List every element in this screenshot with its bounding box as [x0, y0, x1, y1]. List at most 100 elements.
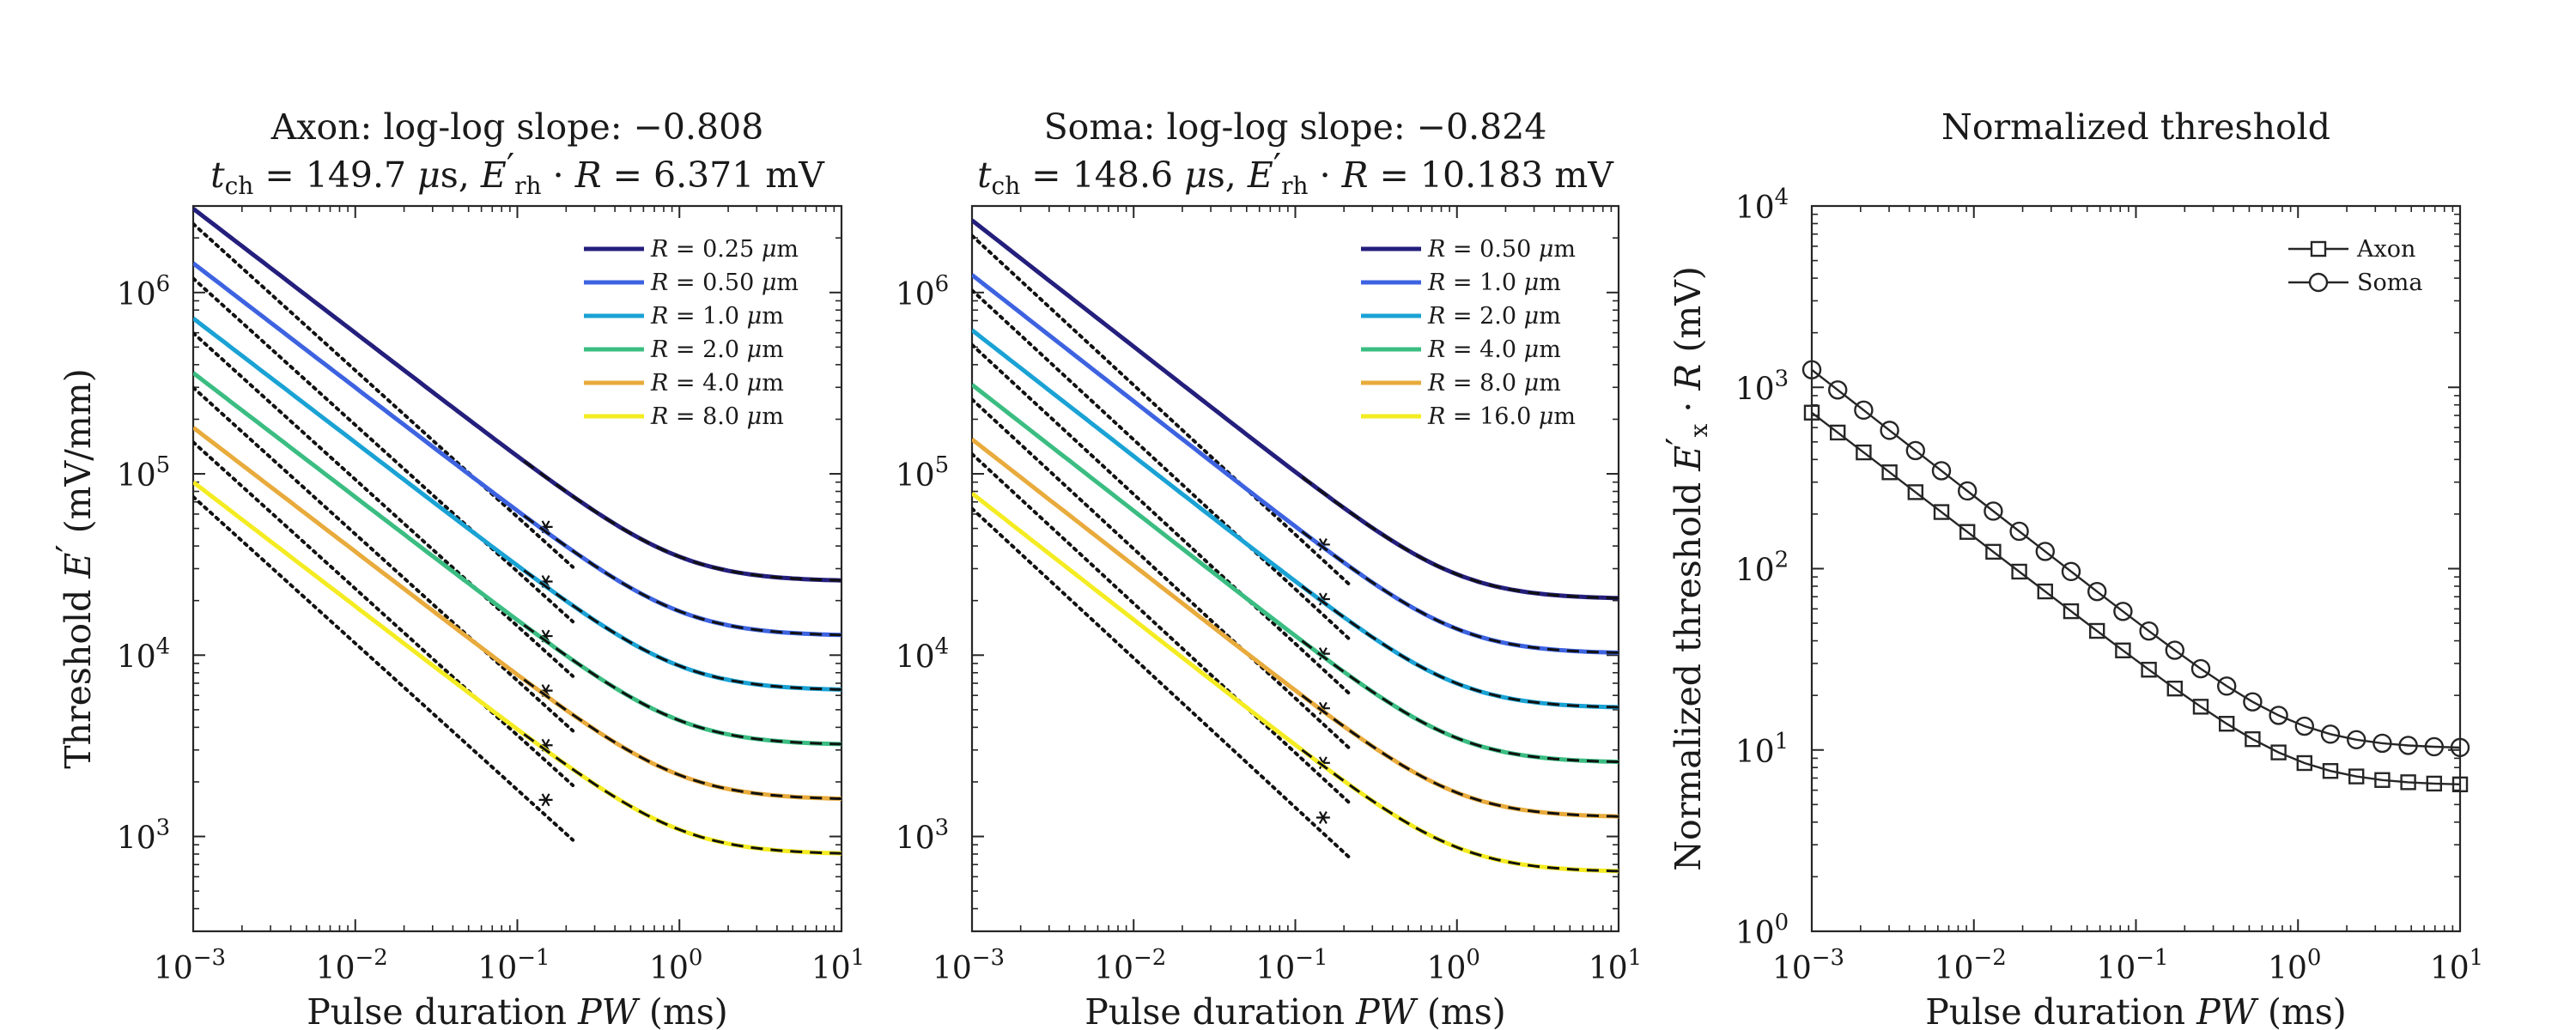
- power-law-fit-dotted: [193, 221, 575, 569]
- data-point-square: [2348, 768, 2365, 785]
- data-point-circle: [2320, 724, 2341, 744]
- data-point-square: [2400, 774, 2416, 791]
- data-point-square: [1933, 504, 1950, 520]
- data-point-square: [1881, 464, 1898, 481]
- data-point-circle: [2190, 658, 2211, 679]
- power-law-fit-dotted: [193, 330, 575, 678]
- legend-marker-square: [2310, 240, 2327, 258]
- data-point-circle: [2165, 640, 2185, 660]
- y-axis-label: Threshold E′ (mV/mm): [49, 368, 99, 768]
- chart-subtitle: tch = 149.7 μs, E′rh · R = 6.371 mV: [210, 146, 825, 200]
- chronaxie-marker-stroke: [1318, 537, 1327, 551]
- power-law-fit-dotted: [193, 385, 575, 733]
- data-point-square: [2218, 716, 2235, 732]
- data-point-circle: [1905, 440, 1926, 461]
- y-tick-label: 101: [1735, 729, 1789, 770]
- y-tick-label: 103: [896, 815, 949, 857]
- power-law-fit-dotted: [972, 288, 1352, 642]
- series-line: [972, 437, 1619, 819]
- data-point-square: [1907, 484, 1924, 500]
- y-tick-label: 106: [896, 271, 949, 312]
- x-tick-label: 10−1: [2096, 945, 2168, 986]
- y-tick-label: 100: [1735, 910, 1789, 951]
- data-point-square: [2245, 730, 2261, 748]
- data-point-circle: [2294, 716, 2315, 736]
- data-point-square: [2296, 754, 2313, 772]
- chart-title: Normalized threshold: [1941, 106, 2330, 148]
- x-tick-label: 101: [1589, 945, 1642, 986]
- data-point-circle: [2398, 736, 2418, 755]
- fit-dashed-line: [1301, 585, 1619, 709]
- chart-title: Soma: log-log slope: −0.824: [1044, 106, 1547, 148]
- fit-dashed-line: [523, 459, 841, 582]
- y-tick-label: 104: [1735, 185, 1789, 226]
- data-point-circle: [1801, 360, 1822, 379]
- chronaxie-marker-stroke: [1318, 756, 1327, 770]
- legend-label: R = 8.0 μm: [650, 403, 784, 430]
- legend: R = 0.25 μm R = 0.50 μm R = 1.0 μm R = 2.0 …: [584, 236, 799, 430]
- data-point-circle: [1931, 461, 1952, 481]
- data-point-circle: [2243, 692, 2263, 712]
- power-law-fit-dotted: [972, 233, 1352, 588]
- x-axis-label: Pulse duration PW (ms): [1084, 991, 1506, 1030]
- data-point-circle: [2269, 706, 2288, 725]
- data-point-square: [1856, 444, 1872, 461]
- series-line: [193, 426, 841, 801]
- legend: Axon Soma: [2288, 236, 2422, 296]
- data-point-circle: [2087, 581, 2107, 602]
- x-tick-label: 100: [649, 945, 702, 986]
- fit-dashed-line: [1301, 476, 1619, 600]
- legend-label: R = 1.0 μm: [650, 303, 784, 330]
- y-tick-label: 104: [896, 633, 949, 675]
- fit-dashed-line: [1301, 530, 1619, 654]
- data-point-circle: [1827, 380, 1848, 400]
- data-point-square: [2374, 772, 2391, 788]
- plot-area: [972, 218, 1619, 874]
- fit-dashed-line: [523, 514, 841, 637]
- x-tick-label: 10−3: [154, 945, 226, 986]
- chart-title: Axon: log-log slope: −0.808: [270, 106, 764, 148]
- legend-label: R = 2.0 μm: [650, 336, 784, 363]
- fit-dashed-line: [523, 623, 841, 746]
- x-tick-label: 10−3: [1772, 945, 1844, 986]
- x-axis-label: Pulse duration PW (ms): [1925, 991, 2347, 1030]
- data-point-circle: [2009, 521, 2029, 542]
- data-point-circle: [2450, 737, 2470, 758]
- chart-subtitle: tch = 148.6 μs, E′rh · R = 10.183 mV: [977, 146, 1614, 200]
- plot-area: [193, 207, 841, 856]
- data-point-square: [1829, 424, 1846, 441]
- data-point-square: [2322, 763, 2339, 779]
- legend-label: Soma: [2357, 270, 2422, 296]
- x-tick-label: 101: [811, 945, 865, 986]
- fit-dashed-line: [1301, 748, 1619, 873]
- data-point-circle: [2113, 602, 2133, 621]
- fit-dashed-line: [523, 569, 841, 691]
- y-tick-label: 105: [896, 452, 949, 494]
- legend-label: R = 16.0 μm: [1427, 403, 1576, 430]
- data-point-square: [2011, 563, 2027, 580]
- legend-label: R = 1.0 μm: [1427, 270, 1561, 296]
- data-point-square: [1959, 524, 1976, 540]
- data-point-circle: [2035, 542, 2056, 561]
- y-tick-label: 105: [117, 452, 170, 494]
- y-tick-label: 102: [1735, 548, 1789, 589]
- data-point-circle: [2061, 561, 2081, 582]
- data-point-square: [2063, 603, 2080, 620]
- plot-frame: [1810, 204, 2462, 933]
- power-law-fit-dotted: [193, 276, 575, 624]
- data-point-square: [1803, 404, 1820, 421]
- data-point-circle: [2424, 736, 2445, 757]
- legend-label: R = 0.25 μm: [650, 236, 799, 263]
- series-line: [972, 273, 1619, 655]
- chronaxie-marker-stroke: [541, 793, 550, 807]
- legend-label: Axon: [2356, 236, 2415, 263]
- legend-label: R = 4.0 μm: [650, 370, 784, 397]
- data-point-circle: [2139, 621, 2159, 641]
- data-point-square: [2088, 622, 2105, 639]
- legend-label: R = 8.0 μm: [1427, 370, 1561, 397]
- fit-dashed-line: [1301, 639, 1619, 764]
- legend-label: R = 0.50 μm: [1427, 236, 1576, 263]
- x-tick-label: 10−2: [1094, 945, 1166, 986]
- data-point-square: [2451, 776, 2469, 793]
